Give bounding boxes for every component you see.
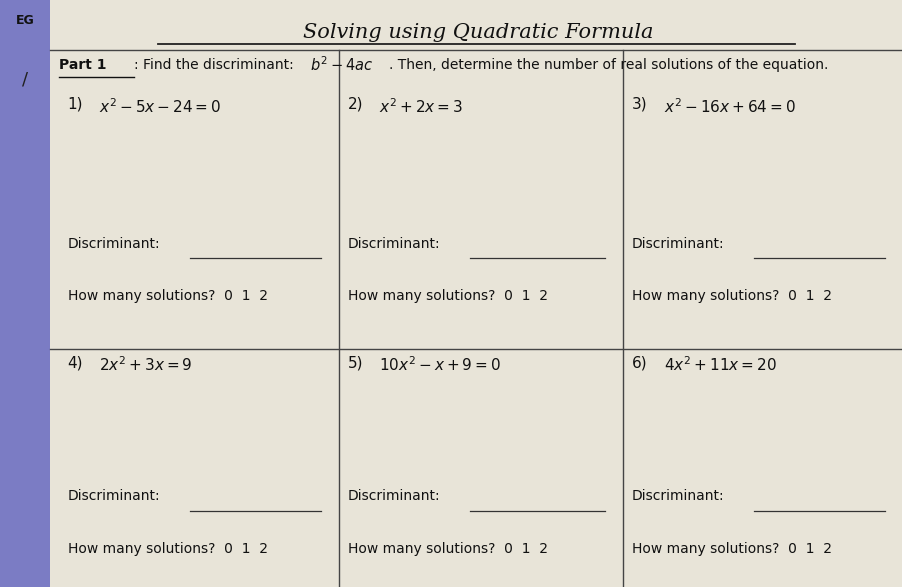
Text: Discriminant:: Discriminant: <box>68 489 161 503</box>
Text: Solving using Quadratic Formula: Solving using Quadratic Formula <box>303 23 653 42</box>
Text: 3): 3) <box>631 97 647 112</box>
Text: Discriminant:: Discriminant: <box>631 489 724 503</box>
Text: Part 1: Part 1 <box>59 58 106 72</box>
Text: $x^2 - 16x + 64 = 0$: $x^2 - 16x + 64 = 0$ <box>663 97 795 116</box>
Text: $b^2 - 4ac$: $b^2 - 4ac$ <box>309 55 373 74</box>
Text: How many solutions?  0  1  2: How many solutions? 0 1 2 <box>631 289 831 303</box>
Text: 2): 2) <box>347 97 363 112</box>
Text: How many solutions?  0  1  2: How many solutions? 0 1 2 <box>68 289 267 303</box>
Text: EG: EG <box>15 14 34 27</box>
Text: $x^2 + 2x = 3$: $x^2 + 2x = 3$ <box>379 97 463 116</box>
Text: 5): 5) <box>347 355 363 370</box>
Text: $x^2 - 5x - 24 = 0$: $x^2 - 5x - 24 = 0$ <box>99 97 221 116</box>
Text: How many solutions?  0  1  2: How many solutions? 0 1 2 <box>68 542 267 556</box>
Bar <box>0 0 50 587</box>
Text: Discriminant:: Discriminant: <box>347 237 440 251</box>
Text: How many solutions?  0  1  2: How many solutions? 0 1 2 <box>347 289 547 303</box>
Text: : Find the discriminant:: : Find the discriminant: <box>133 58 298 72</box>
Text: How many solutions?  0  1  2: How many solutions? 0 1 2 <box>347 542 547 556</box>
Text: $4x^2 + 11x = 20$: $4x^2 + 11x = 20$ <box>663 355 776 374</box>
Text: /: / <box>22 70 28 88</box>
Text: Discriminant:: Discriminant: <box>68 237 161 251</box>
Text: 4): 4) <box>68 355 83 370</box>
Text: $2x^2 + 3x = 9$: $2x^2 + 3x = 9$ <box>99 355 193 374</box>
Text: Discriminant:: Discriminant: <box>347 489 440 503</box>
Text: How many solutions?  0  1  2: How many solutions? 0 1 2 <box>631 542 831 556</box>
Text: $10x^2 - x + 9 = 0$: $10x^2 - x + 9 = 0$ <box>379 355 501 374</box>
Text: . Then, determine the number of real solutions of the equation.: . Then, determine the number of real sol… <box>389 58 828 72</box>
Text: 1): 1) <box>68 97 83 112</box>
Text: Discriminant:: Discriminant: <box>631 237 724 251</box>
Text: 6): 6) <box>631 355 647 370</box>
